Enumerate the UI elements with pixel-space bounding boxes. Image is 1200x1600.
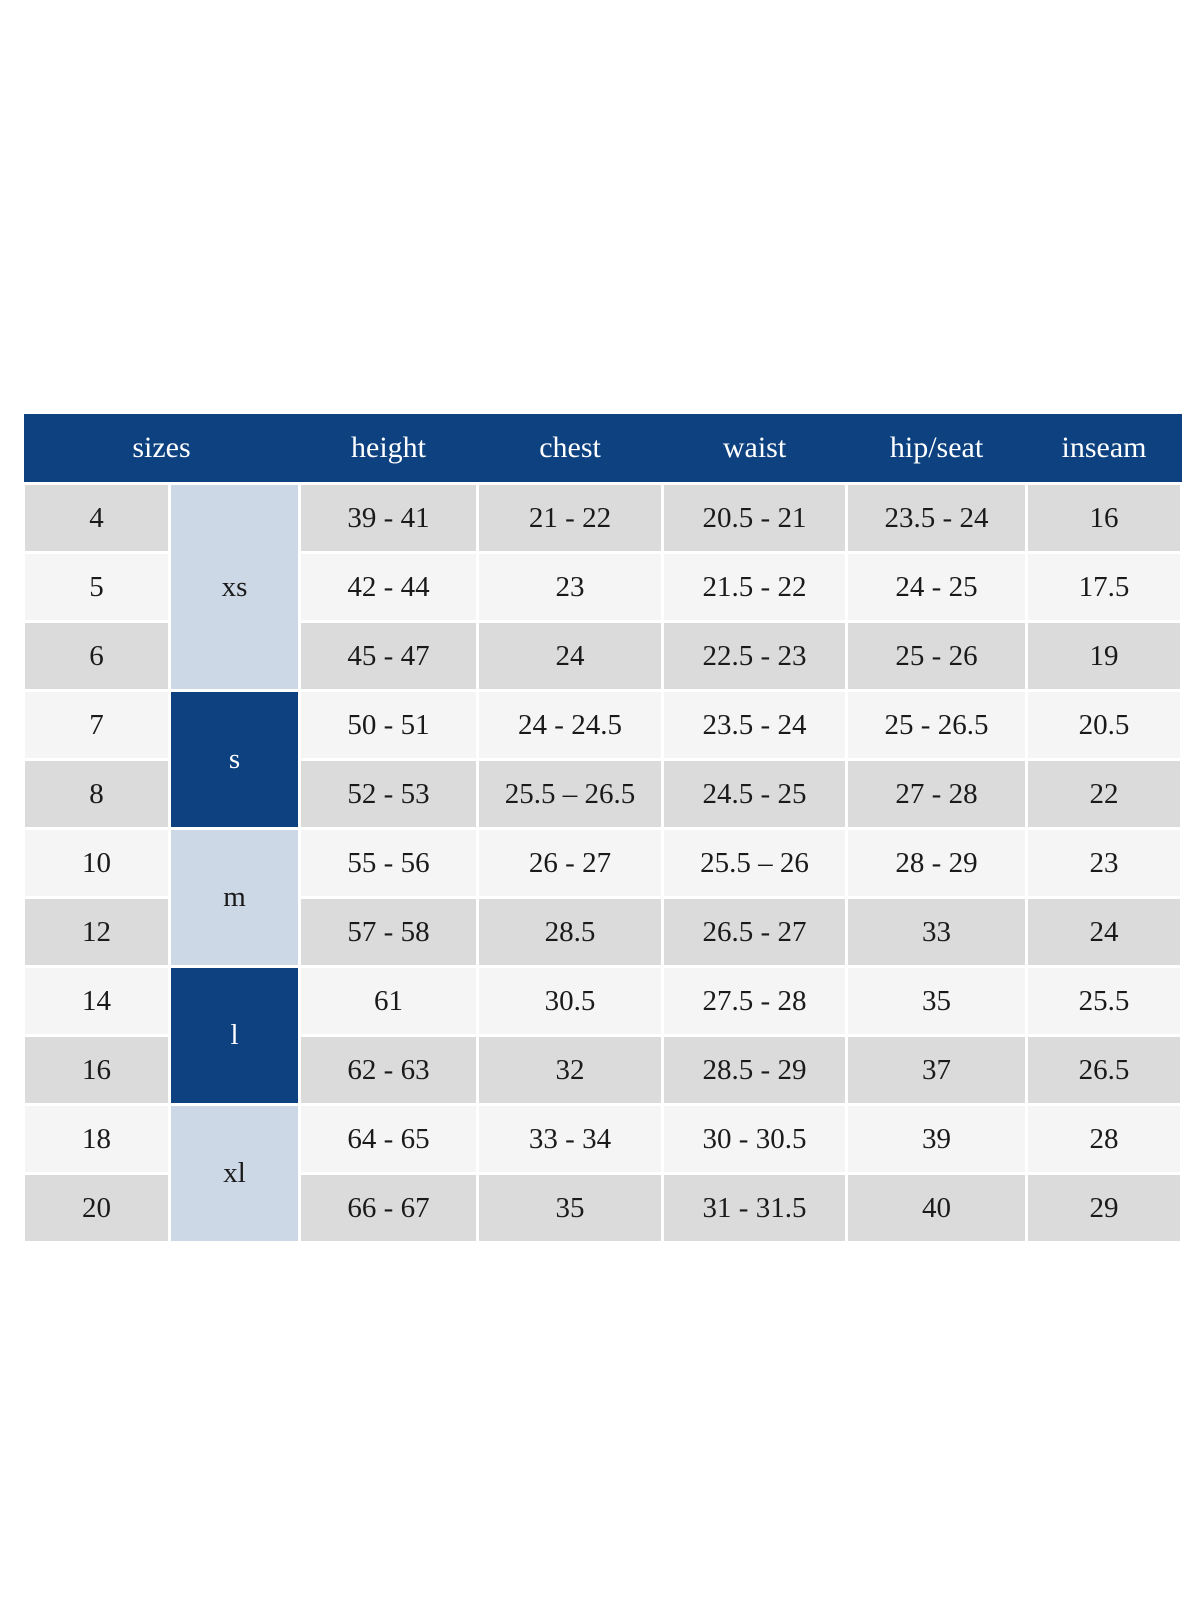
chest-cell: 24 bbox=[476, 620, 665, 692]
height-cell: 62 - 63 bbox=[298, 1034, 480, 1106]
height-cell: 64 - 65 bbox=[298, 1103, 480, 1175]
column-header-waist: waist bbox=[662, 414, 847, 484]
height-cell: 61 bbox=[298, 965, 480, 1037]
inseam-cell: 23 bbox=[1025, 827, 1184, 899]
hip-seat-cell: 23.5 - 24 bbox=[845, 482, 1029, 554]
column-header-inseam: inseam bbox=[1026, 414, 1182, 484]
chest-cell: 28.5 bbox=[476, 896, 665, 968]
chest-cell: 25.5 – 26.5 bbox=[476, 758, 665, 830]
height-cell: 39 - 41 bbox=[298, 482, 480, 554]
inseam-cell: 19 bbox=[1025, 620, 1184, 692]
table-row: 5 42 - 44 23 21.5 - 22 24 - 25 17.5 bbox=[22, 551, 1184, 623]
inseam-cell: 22 bbox=[1025, 758, 1184, 830]
waist-cell: 21.5 - 22 bbox=[661, 551, 849, 623]
hip-seat-cell: 40 bbox=[845, 1172, 1029, 1244]
waist-cell: 26.5 - 27 bbox=[661, 896, 849, 968]
hip-seat-cell: 27 - 28 bbox=[845, 758, 1029, 830]
height-cell: 55 - 56 bbox=[298, 827, 480, 899]
table-row: 12 57 - 58 28.5 26.5 - 27 33 24 bbox=[22, 896, 1184, 968]
inseam-cell: 26.5 bbox=[1025, 1034, 1184, 1106]
size-group-xs: xs bbox=[167, 482, 302, 692]
height-cell: 45 - 47 bbox=[298, 620, 480, 692]
column-header-chest: chest bbox=[477, 414, 663, 484]
inseam-cell: 28 bbox=[1025, 1103, 1184, 1175]
size-cell: 6 bbox=[22, 620, 171, 692]
size-cell: 12 bbox=[22, 896, 171, 968]
size-cell: 16 bbox=[22, 1034, 171, 1106]
size-group-xl: xl bbox=[167, 1103, 302, 1244]
table-row: 8 52 - 53 25.5 – 26.5 24.5 - 25 27 - 28 … bbox=[22, 758, 1184, 830]
hip-seat-cell: 28 - 29 bbox=[845, 827, 1029, 899]
size-cell: 18 bbox=[22, 1103, 171, 1175]
hip-seat-cell: 25 - 26.5 bbox=[845, 689, 1029, 761]
size-cell: 10 bbox=[22, 827, 171, 899]
chest-cell: 24 - 24.5 bbox=[476, 689, 665, 761]
chest-cell: 33 - 34 bbox=[476, 1103, 665, 1175]
hip-seat-cell: 37 bbox=[845, 1034, 1029, 1106]
size-cell: 20 bbox=[22, 1172, 171, 1244]
hip-seat-cell: 24 - 25 bbox=[845, 551, 1029, 623]
column-header-sizes: sizes bbox=[23, 414, 300, 484]
hip-seat-cell: 33 bbox=[845, 896, 1029, 968]
hip-seat-cell: 25 - 26 bbox=[845, 620, 1029, 692]
chest-cell: 35 bbox=[476, 1172, 665, 1244]
table-row: 6 45 - 47 24 22.5 - 23 25 - 26 19 bbox=[22, 620, 1184, 692]
size-cell: 8 bbox=[22, 758, 171, 830]
size-cell: 14 bbox=[22, 965, 171, 1037]
waist-cell: 31 - 31.5 bbox=[661, 1172, 849, 1244]
size-cell: 4 bbox=[22, 482, 171, 554]
table-row: 18 xl 64 - 65 33 - 34 30 - 30.5 39 28 bbox=[22, 1103, 1184, 1244]
table-row: 20 66 - 67 35 31 - 31.5 40 29 bbox=[22, 1172, 1184, 1244]
waist-cell: 22.5 - 23 bbox=[661, 620, 849, 692]
waist-cell: 28.5 - 29 bbox=[661, 1034, 849, 1106]
table-row: 4 xs 39 - 41 21 - 22 20.5 - 21 23.5 - 24… bbox=[22, 482, 1184, 692]
size-cell: 7 bbox=[22, 689, 171, 761]
header-row: sizes height chest waist hip/seat inseam bbox=[23, 414, 1182, 484]
waist-cell: 20.5 - 21 bbox=[661, 482, 849, 554]
table-row: 10 m 55 - 56 26 - 27 25.5 – 26 28 - 29 2… bbox=[22, 827, 1184, 968]
table-row: 7 s 50 - 51 24 - 24.5 23.5 - 24 25 - 26.… bbox=[22, 689, 1184, 830]
inseam-cell: 20.5 bbox=[1025, 689, 1184, 761]
chest-cell: 32 bbox=[476, 1034, 665, 1106]
column-header-hip-seat: hip/seat bbox=[846, 414, 1027, 484]
inseam-cell: 24 bbox=[1025, 896, 1184, 968]
size-cell: 5 bbox=[22, 551, 171, 623]
chest-cell: 23 bbox=[476, 551, 665, 623]
table-row: 14 l 61 30.5 27.5 - 28 35 25.5 bbox=[22, 965, 1184, 1106]
height-cell: 50 - 51 bbox=[298, 689, 480, 761]
hip-seat-cell: 35 bbox=[845, 965, 1029, 1037]
inseam-cell: 17.5 bbox=[1025, 551, 1184, 623]
chest-cell: 30.5 bbox=[476, 965, 665, 1037]
inseam-cell: 25.5 bbox=[1025, 965, 1184, 1037]
size-chart-table: sizes height chest waist hip/seat inseam… bbox=[22, 414, 1184, 1244]
inseam-cell: 16 bbox=[1025, 482, 1184, 554]
waist-cell: 27.5 - 28 bbox=[661, 965, 849, 1037]
column-header-height: height bbox=[299, 414, 478, 484]
chest-cell: 21 - 22 bbox=[476, 482, 665, 554]
size-group-l: l bbox=[167, 965, 302, 1106]
waist-cell: 23.5 - 24 bbox=[661, 689, 849, 761]
chest-cell: 26 - 27 bbox=[476, 827, 665, 899]
hip-seat-cell: 39 bbox=[845, 1103, 1029, 1175]
waist-cell: 30 - 30.5 bbox=[661, 1103, 849, 1175]
height-cell: 42 - 44 bbox=[298, 551, 480, 623]
height-cell: 57 - 58 bbox=[298, 896, 480, 968]
waist-cell: 24.5 - 25 bbox=[661, 758, 849, 830]
size-group-s: s bbox=[167, 689, 302, 830]
waist-cell: 25.5 – 26 bbox=[661, 827, 849, 899]
height-cell: 52 - 53 bbox=[298, 758, 480, 830]
table-row: 16 62 - 63 32 28.5 - 29 37 26.5 bbox=[22, 1034, 1184, 1106]
size-group-m: m bbox=[167, 827, 302, 968]
inseam-cell: 29 bbox=[1025, 1172, 1184, 1244]
height-cell: 66 - 67 bbox=[298, 1172, 480, 1244]
